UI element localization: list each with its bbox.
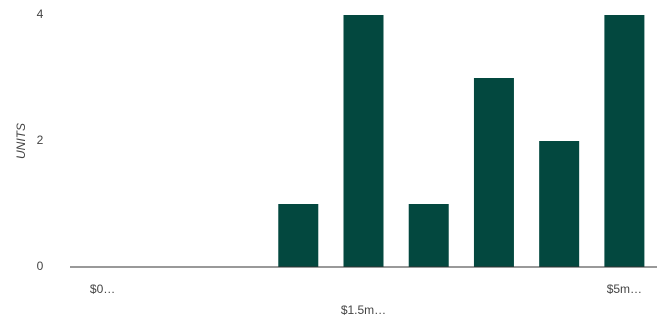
y-tick-label: 2: [37, 133, 44, 147]
x-tick-label: $0…: [90, 282, 115, 296]
bar: [473, 78, 514, 267]
x-tick-label: $5m…: [607, 282, 642, 296]
bar: [278, 204, 319, 267]
bar: [539, 141, 580, 267]
x-tick-label: $1.5m…: [341, 303, 386, 317]
y-tick-label: 4: [37, 7, 44, 21]
bar: [343, 15, 384, 267]
y-axis-label: UNITS: [14, 123, 28, 159]
y-tick-label: 0: [37, 259, 44, 273]
bar: [408, 204, 449, 267]
bar: [604, 15, 645, 267]
